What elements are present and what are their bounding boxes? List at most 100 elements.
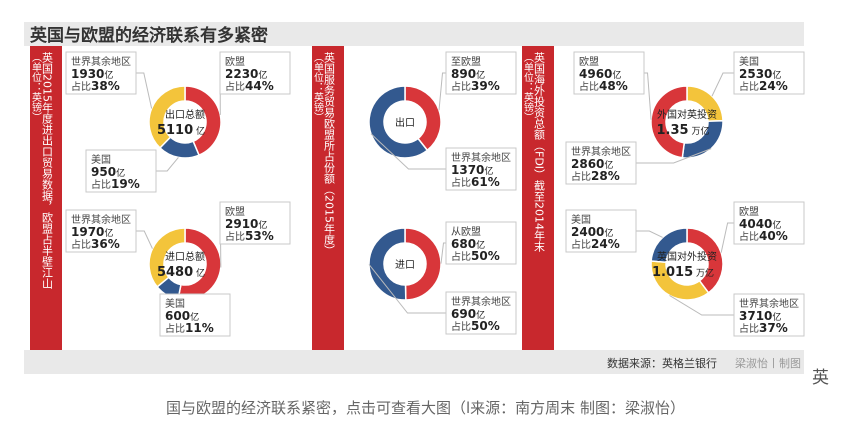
donut-chart: 出口 <box>368 85 442 159</box>
slice-unit: 亿 <box>476 309 485 321</box>
donut-slice <box>404 227 442 301</box>
slice-share-label: 占比24% <box>739 79 788 93</box>
credit-note: 梁淑怡丨制图 <box>735 356 801 370</box>
slice-value: 890亿 <box>451 67 485 81</box>
bottom-band <box>24 350 804 374</box>
slice-share-label: 占比61% <box>451 175 500 189</box>
leader-line <box>711 72 734 97</box>
center-title: 英国对外投资 <box>657 250 717 263</box>
slice-label-box <box>733 293 805 337</box>
slice-name: 美国 <box>739 55 759 68</box>
donut-slice <box>368 227 407 301</box>
donut-chart: 英国对外投资 1.015 万亿 <box>650 227 724 301</box>
slice-unit: 亿 <box>604 227 613 239</box>
slice-name: 欧盟 <box>225 206 245 218</box>
donut-slice <box>686 227 724 294</box>
slice-value: 2860亿 <box>571 157 613 171</box>
slice-value: 4960亿 <box>579 67 621 81</box>
leader-line <box>440 242 446 264</box>
leader-line <box>136 230 153 249</box>
slice-share: 50% <box>471 319 500 333</box>
slice-label-box <box>65 51 137 95</box>
slice-name: 世界其余地区 <box>451 295 511 308</box>
donut-chart: 进口 <box>368 227 442 301</box>
slice-value: 1930亿 <box>71 67 113 81</box>
center-value: 1.35 万亿 <box>657 123 710 138</box>
center-value: 5110 亿 <box>157 123 205 138</box>
center-unit: 万亿 <box>693 267 714 279</box>
slice-unit: 亿 <box>476 69 485 81</box>
slice-share: 19% <box>111 177 140 191</box>
panel-label-strip <box>522 46 554 350</box>
source-note: 数据来源：英格兰银行 <box>607 356 717 370</box>
slice-value: 2530亿 <box>739 67 781 81</box>
slice-share: 38% <box>91 79 120 93</box>
donut-slice <box>650 227 688 264</box>
center-title: 进口 <box>395 259 415 271</box>
slice-unit: 亿 <box>612 69 621 81</box>
slice-unit: 亿 <box>772 219 781 231</box>
leader-line <box>156 157 179 172</box>
slice-label-box <box>219 201 291 245</box>
center-title: 出口总额 <box>165 108 205 121</box>
donut-slice <box>148 227 186 288</box>
title-band <box>24 22 804 46</box>
panel-label-strip <box>312 46 344 350</box>
slice-unit: 亿 <box>104 69 113 81</box>
leader-line <box>636 148 712 164</box>
slice-unit: 亿 <box>190 311 199 323</box>
slice-name: 从欧盟 <box>451 226 481 238</box>
leader-line <box>438 72 446 111</box>
slice-name: 世界其余地区 <box>451 151 511 164</box>
slice-value: 4040亿 <box>739 217 781 231</box>
slice-label-box <box>445 51 517 95</box>
slice-name: 世界其余地区 <box>71 213 131 226</box>
slice-share-label: 占比48% <box>579 79 628 93</box>
slice-share-label: 占比44% <box>225 79 274 93</box>
slice-share-label: 占比50% <box>451 249 500 263</box>
slice-value: 2400亿 <box>571 225 613 239</box>
leader-line <box>720 222 734 253</box>
slice-unit: 亿 <box>484 165 493 177</box>
leader-line <box>136 72 153 109</box>
slice-value: 3710亿 <box>739 309 781 323</box>
slice-share-label: 占比28% <box>571 169 620 183</box>
slice-label-box <box>445 147 517 191</box>
slice-label-box <box>159 293 231 337</box>
slice-share: 40% <box>759 229 788 243</box>
slice-share-label: 占比37% <box>739 321 788 335</box>
figure-title: 英国与欧盟的经济联系有多紧密 <box>30 25 268 46</box>
slice-name: 欧盟 <box>225 56 245 68</box>
slice-share: 28% <box>591 169 620 183</box>
panel-label: 英国2015年度进出口贸易数据，欧盟占半壁江山 <box>41 51 54 289</box>
slice-label-box <box>565 209 637 253</box>
slice-value: 690亿 <box>451 307 485 321</box>
caption: 国与欧盟的经济联系紧密，点击可查看大图（l来源：南方周末 制图：梁淑怡） <box>166 399 685 417</box>
slice-unit: 亿 <box>772 311 781 323</box>
slice-name: 至欧盟 <box>451 56 481 68</box>
leader-line <box>669 295 734 316</box>
slice-unit: 亿 <box>116 167 125 179</box>
slice-label-box <box>85 149 157 193</box>
slice-share-label: 占比39% <box>451 79 500 93</box>
slice-name: 世界其余地区 <box>739 297 799 310</box>
slice-label-box <box>219 51 291 95</box>
slice-unit: 亿 <box>104 227 113 239</box>
slice-name: 美国 <box>571 213 591 226</box>
slice-name: 美国 <box>165 297 185 310</box>
center-value: 1.015 万亿 <box>652 265 714 280</box>
slice-label-box <box>445 291 517 335</box>
slice-unit: 亿 <box>258 219 267 231</box>
slice-share: 53% <box>245 229 274 243</box>
slice-share: 39% <box>471 79 500 93</box>
slice-value: 950亿 <box>91 165 125 179</box>
slice-share: 48% <box>599 79 628 93</box>
